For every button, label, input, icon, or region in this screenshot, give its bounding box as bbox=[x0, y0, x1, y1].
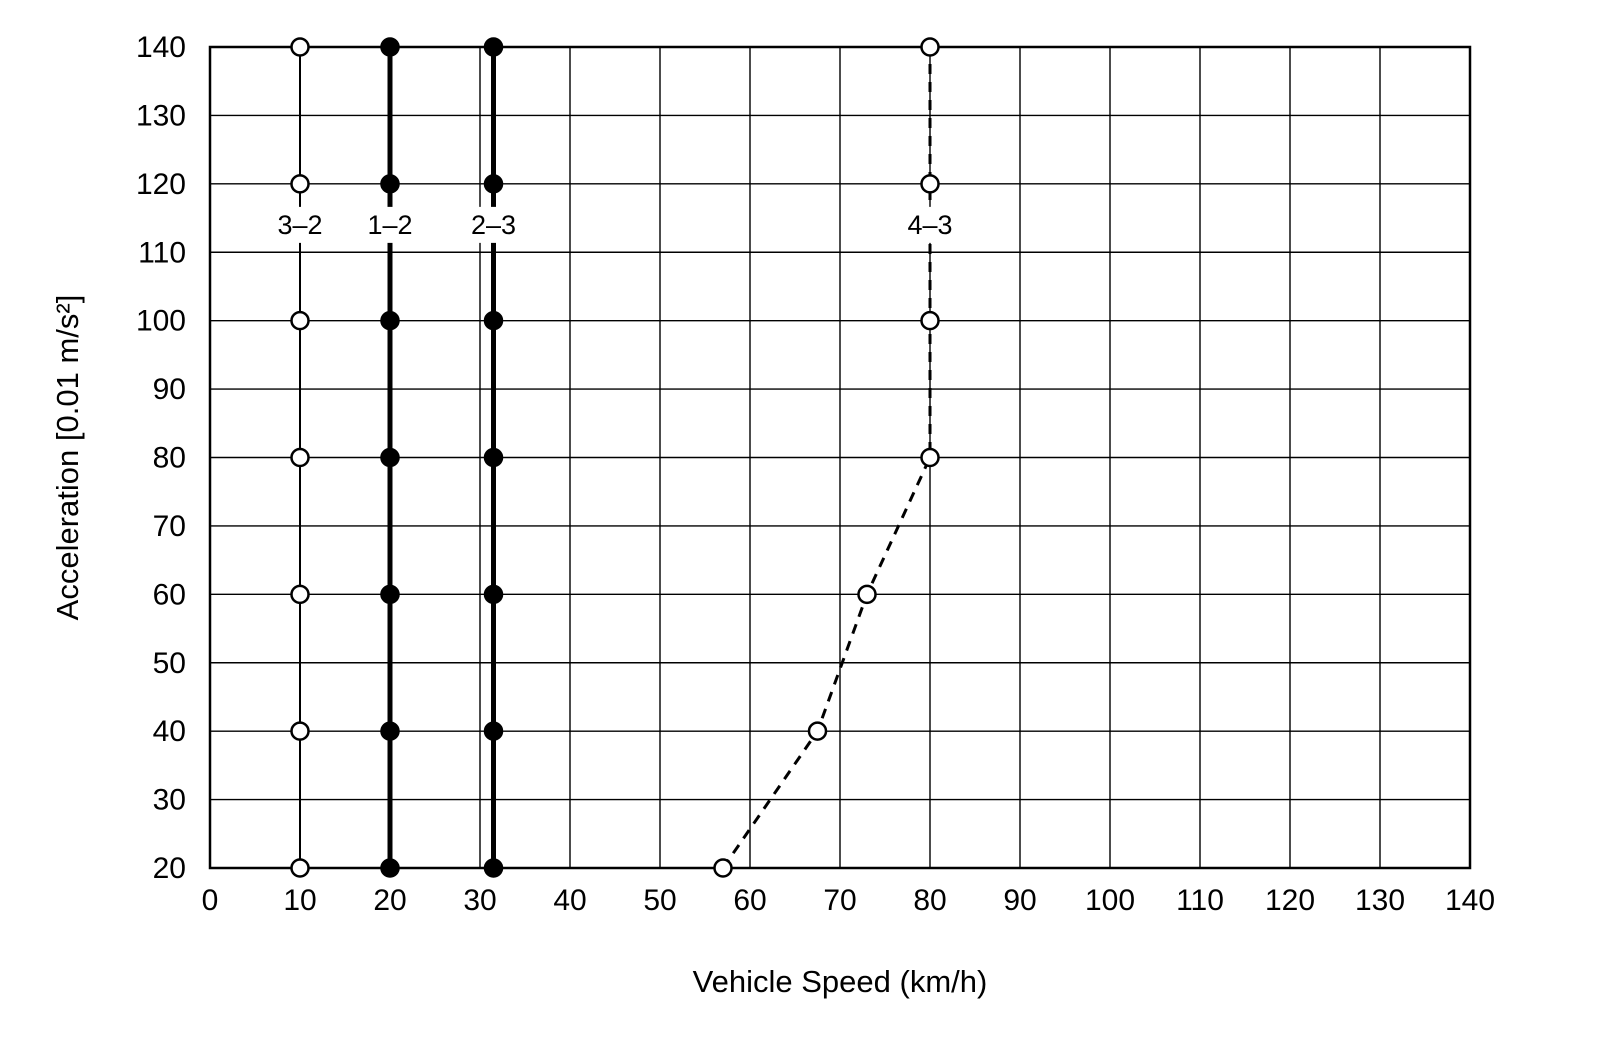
marker-4-3 bbox=[920, 447, 940, 468]
x-tick-label: 40 bbox=[553, 884, 586, 917]
marker-1-2 bbox=[380, 174, 400, 194]
y-tick-label: 100 bbox=[136, 305, 186, 338]
y-tick-label: 110 bbox=[138, 236, 186, 269]
series-label-3-2: 3–2 bbox=[277, 210, 322, 240]
marker-1-2 bbox=[380, 37, 400, 57]
x-tick-label: 120 bbox=[1265, 884, 1315, 917]
y-tick-label: 20 bbox=[153, 852, 186, 885]
marker-4-3 bbox=[920, 310, 940, 331]
y-tick-label: 120 bbox=[136, 168, 186, 201]
y-tick-label: 40 bbox=[153, 715, 186, 748]
marker-3-2 bbox=[290, 447, 310, 468]
series-label-2-3: 2–3 bbox=[471, 210, 516, 240]
marker-3-2 bbox=[290, 174, 310, 194]
series-label-4-3: 4–3 bbox=[907, 210, 952, 240]
marker-1-2 bbox=[380, 584, 400, 605]
marker-4-3 bbox=[857, 584, 877, 605]
x-tick-label: 100 bbox=[1085, 884, 1135, 917]
series-label-backing-2-3 bbox=[465, 206, 522, 243]
y-tick-label: 50 bbox=[153, 647, 186, 680]
marker-3-2 bbox=[290, 310, 310, 331]
x-tick-label: 30 bbox=[463, 884, 496, 917]
marker-2-3 bbox=[483, 584, 504, 605]
marker-3-2 bbox=[290, 858, 310, 878]
x-tick-label: 20 bbox=[373, 884, 406, 917]
marker-1-2 bbox=[380, 721, 400, 741]
series-label-1-2: 1–2 bbox=[367, 210, 412, 240]
series-label-backing-3-2 bbox=[272, 206, 328, 243]
marker-3-2 bbox=[290, 37, 310, 57]
x-tick-label: 140 bbox=[1445, 884, 1495, 917]
x-tick-label: 90 bbox=[1003, 884, 1036, 917]
marker-2-3 bbox=[483, 721, 504, 741]
y-tick-label: 90 bbox=[153, 373, 186, 406]
series-label-backing-4-3 bbox=[902, 206, 958, 243]
y-tick-label: 30 bbox=[153, 784, 186, 817]
marker-4-3 bbox=[920, 37, 940, 57]
x-tick-label: 10 bbox=[283, 884, 316, 917]
x-tick-label: 50 bbox=[643, 884, 676, 917]
plot-border bbox=[208, 45, 1472, 870]
x-tick-label: 70 bbox=[823, 884, 856, 917]
marker-2-3 bbox=[483, 310, 504, 331]
y-axis-title: Acceleration [0.01 m/s²] bbox=[50, 295, 85, 621]
y-tick-label: 140 bbox=[136, 31, 186, 64]
marker-4-3 bbox=[713, 858, 733, 878]
marker-2-3 bbox=[483, 858, 504, 878]
marker-1-2 bbox=[380, 858, 400, 878]
marker-3-2 bbox=[290, 721, 310, 741]
x-tick-label: 0 bbox=[202, 884, 219, 917]
y-tick-label: 130 bbox=[136, 99, 186, 132]
y-tick-label: 80 bbox=[153, 442, 186, 475]
x-tick-label: 60 bbox=[733, 884, 766, 917]
marker-3-2 bbox=[290, 584, 310, 605]
y-tick-label: 60 bbox=[153, 578, 186, 611]
marker-4-3 bbox=[920, 174, 940, 194]
marker-2-3 bbox=[483, 174, 504, 194]
x-tick-label: 130 bbox=[1355, 884, 1405, 917]
x-axis-title: Vehicle Speed (km/h) bbox=[693, 964, 988, 999]
y-tick-label: 70 bbox=[153, 510, 186, 543]
series-label-backing-1-2 bbox=[362, 206, 418, 243]
marker-1-2 bbox=[380, 310, 400, 331]
x-tick-label: 110 bbox=[1176, 884, 1224, 917]
marker-4-3 bbox=[807, 721, 828, 741]
marker-2-3 bbox=[483, 447, 504, 468]
marker-1-2 bbox=[380, 447, 400, 468]
x-tick-label: 80 bbox=[913, 884, 946, 917]
marker-2-3 bbox=[483, 37, 504, 57]
